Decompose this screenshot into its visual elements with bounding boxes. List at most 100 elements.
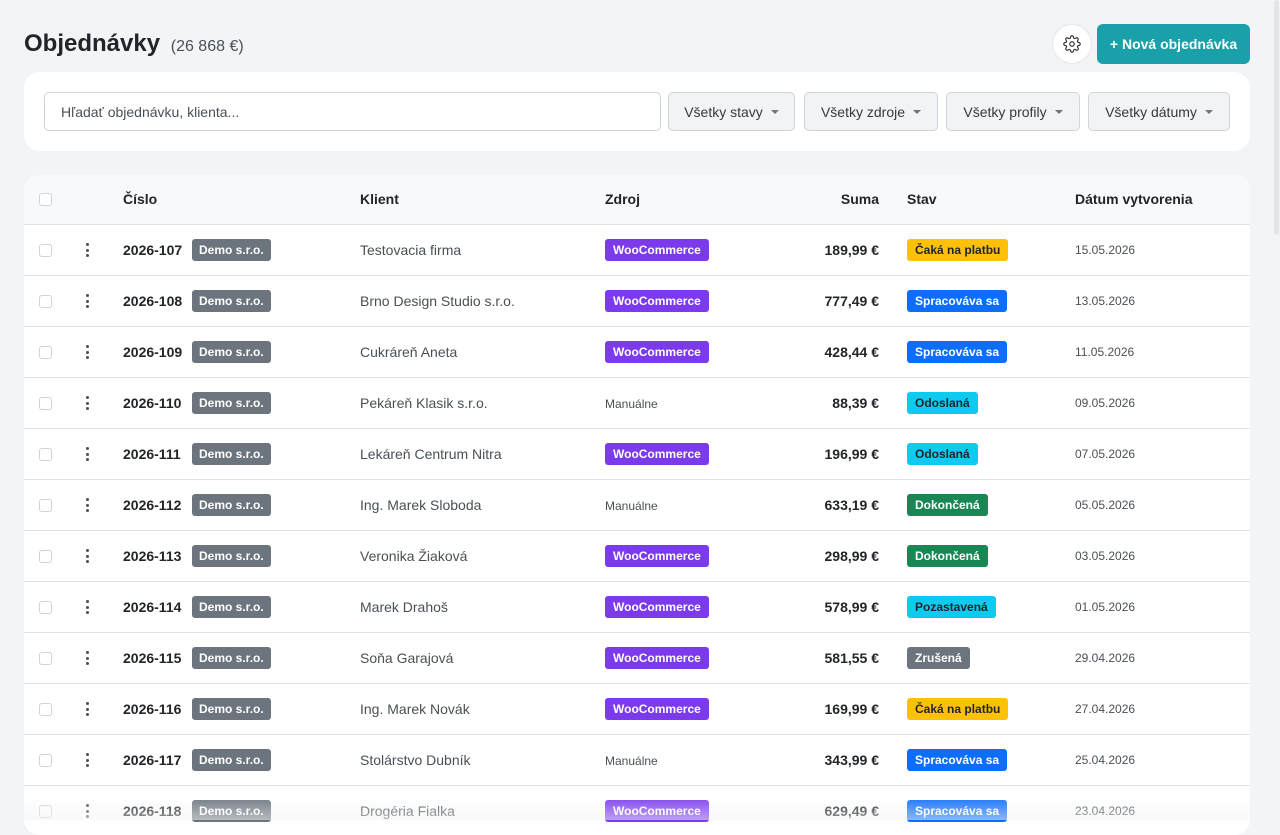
search-input[interactable]: Hľadať objednávku, klienta... xyxy=(44,92,661,131)
column-header-status[interactable]: Stav xyxy=(907,191,937,207)
row-checkbox[interactable] xyxy=(39,601,52,614)
page-title-text: Objednávky xyxy=(24,30,161,57)
client-name: Brno Design Studio s.r.o. xyxy=(360,293,515,309)
order-number[interactable]: 2026-109 xyxy=(123,344,183,360)
date-filter-label: Všetky dátumy xyxy=(1105,103,1197,120)
table-row[interactable]: 2026-107 Demo s.r.o. Testovacia firma WooCo… xyxy=(24,225,1250,276)
source-filter-label: Všetky zdroje xyxy=(820,103,906,120)
caret-down-icon xyxy=(1054,109,1063,114)
created-date: 23.04.2026 xyxy=(1075,804,1136,818)
client-name: Drogéria Fialka xyxy=(360,803,455,819)
column-header-client[interactable]: Klient xyxy=(360,191,399,207)
kebab-icon[interactable] xyxy=(85,549,90,563)
kebab-icon[interactable] xyxy=(85,447,90,461)
row-checkbox[interactable] xyxy=(39,652,52,665)
source-badge: WooCommerce xyxy=(605,341,709,363)
table-header: Číslo Klient Zdroj Suma Stav Dátum vytvo… xyxy=(24,175,1250,225)
order-number[interactable]: 2026-107 xyxy=(123,242,183,258)
source-text: Manuálne xyxy=(605,499,658,513)
order-sum: 189,99 € xyxy=(824,242,880,258)
created-date: 11.05.2026 xyxy=(1075,345,1135,359)
orders-table: Číslo Klient Zdroj Suma Stav Dátum vytvo… xyxy=(24,175,1250,835)
table-row[interactable]: 2026-116 Demo s.r.o. Ing. Marek Novák WooCo… xyxy=(24,684,1250,735)
settings-button[interactable] xyxy=(1052,24,1092,64)
kebab-icon[interactable] xyxy=(85,243,90,257)
row-checkbox[interactable] xyxy=(39,805,52,818)
profile-filter-dropdown[interactable]: Všetky profily xyxy=(946,92,1080,131)
table-row[interactable]: 2026-111 Demo s.r.o. Lekáreň Centrum Nitra… xyxy=(24,429,1250,480)
company-badge: Demo s.r.o. xyxy=(192,749,271,771)
table-row[interactable]: 2026-118 Demo s.r.o. Drogéria Fialka WooCom… xyxy=(24,786,1250,835)
kebab-icon[interactable] xyxy=(85,600,90,614)
table-row[interactable]: 2026-110 Demo s.r.o. Pekáreň Klasik s.r.o.… xyxy=(24,378,1250,429)
client-name: Stolárstvo Dubník xyxy=(360,752,471,768)
row-checkbox[interactable] xyxy=(39,550,52,563)
kebab-icon[interactable] xyxy=(85,651,90,665)
kebab-icon[interactable] xyxy=(85,345,90,359)
select-all-checkbox[interactable] xyxy=(39,193,52,206)
row-checkbox[interactable] xyxy=(39,754,52,767)
created-date: 09.05.2026 xyxy=(1075,396,1136,410)
order-sum: 629,49 € xyxy=(824,803,880,819)
kebab-icon[interactable] xyxy=(85,753,90,767)
kebab-icon[interactable] xyxy=(85,396,90,410)
column-header-number[interactable]: Číslo xyxy=(123,191,158,207)
page-scrollbar[interactable] xyxy=(1274,0,1280,820)
column-header-sum[interactable]: Suma xyxy=(840,191,879,207)
client-name: Cukráreň Aneta xyxy=(360,344,458,360)
kebab-icon[interactable] xyxy=(85,702,90,716)
filter-bar: Hľadať objednávku, klienta... Všetky sta… xyxy=(24,72,1250,151)
company-badge: Demo s.r.o. xyxy=(192,698,271,720)
order-number[interactable]: 2026-114 xyxy=(123,599,182,615)
table-row[interactable]: 2026-108 Demo s.r.o. Brno Design Studio s.… xyxy=(24,276,1250,327)
client-name: Pekáreň Klasik s.r.o. xyxy=(360,395,488,411)
row-checkbox[interactable] xyxy=(39,499,52,512)
order-number[interactable]: 2026-110 xyxy=(123,395,182,411)
status-badge: Odoslaná xyxy=(907,392,978,414)
date-filter-dropdown[interactable]: Všetky dátumy xyxy=(1088,92,1230,131)
company-badge: Demo s.r.o. xyxy=(192,239,271,261)
new-order-button[interactable]: + Nová objednávka xyxy=(1097,24,1250,64)
order-number[interactable]: 2026-113 xyxy=(123,548,182,564)
row-checkbox[interactable] xyxy=(39,244,52,257)
order-number[interactable]: 2026-112 xyxy=(123,497,182,513)
kebab-icon[interactable] xyxy=(85,498,90,512)
kebab-icon[interactable] xyxy=(85,804,90,818)
source-badge: WooCommerce xyxy=(605,545,709,567)
status-filter-dropdown[interactable]: Všetky stavy xyxy=(668,92,795,131)
table-row[interactable]: 2026-117 Demo s.r.o. Stolárstvo Dubník Manu… xyxy=(24,735,1250,786)
source-text: Manuálne xyxy=(605,754,658,768)
table-row[interactable]: 2026-109 Demo s.r.o. Cukráreň Aneta WooComm… xyxy=(24,327,1250,378)
source-badge: WooCommerce xyxy=(605,800,709,822)
row-checkbox[interactable] xyxy=(39,295,52,308)
company-badge: Demo s.r.o. xyxy=(192,800,271,822)
table-row[interactable]: 2026-115 Demo s.r.o. Soňa Garajová WooComme… xyxy=(24,633,1250,684)
order-number[interactable]: 2026-117 xyxy=(123,752,182,768)
order-number[interactable]: 2026-108 xyxy=(123,293,183,309)
status-badge: Spracováva sa xyxy=(907,749,1008,771)
created-date: 07.05.2026 xyxy=(1075,447,1136,461)
client-name: Soňa Garajová xyxy=(360,650,454,666)
scrollbar-thumb[interactable] xyxy=(1274,0,1279,235)
order-number[interactable]: 2026-118 xyxy=(123,803,182,819)
column-header-created[interactable]: Dátum vytvorenia xyxy=(1075,191,1193,207)
created-date: 15.05.2026 xyxy=(1075,243,1136,257)
row-checkbox[interactable] xyxy=(39,397,52,410)
column-header-source[interactable]: Zdroj xyxy=(605,191,640,207)
row-checkbox[interactable] xyxy=(39,703,52,716)
company-badge: Demo s.r.o. xyxy=(192,341,271,363)
row-checkbox[interactable] xyxy=(39,448,52,461)
row-checkbox[interactable] xyxy=(39,346,52,359)
table-row[interactable]: 2026-113 Demo s.r.o. Veronika Žiaková WooCo… xyxy=(24,531,1250,582)
caret-down-icon xyxy=(1204,109,1213,114)
order-sum: 633,19 € xyxy=(824,497,880,513)
table-row[interactable]: 2026-112 Demo s.r.o. Ing. Marek Sloboda Man… xyxy=(24,480,1250,531)
order-number[interactable]: 2026-115 xyxy=(123,650,182,666)
source-filter-dropdown[interactable]: Všetky zdroje xyxy=(804,92,938,131)
table-row[interactable]: 2026-114 Demo s.r.o. Marek Drahoš WooCommer… xyxy=(24,582,1250,633)
order-number[interactable]: 2026-116 xyxy=(123,701,182,717)
page-title: Objednávky (26 868 €) xyxy=(24,30,244,58)
kebab-icon[interactable] xyxy=(85,294,90,308)
order-number[interactable]: 2026-111 xyxy=(123,446,181,462)
created-date: 03.05.2026 xyxy=(1075,549,1136,563)
